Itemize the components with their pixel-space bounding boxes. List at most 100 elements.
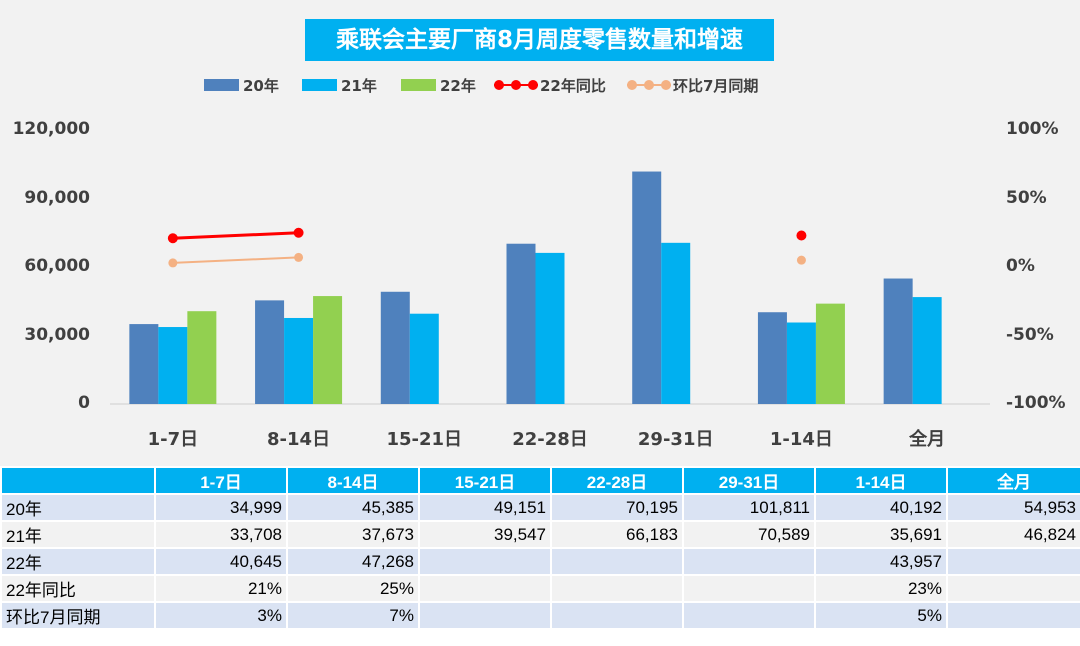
table-cell: 3% <box>154 601 288 630</box>
bar-20-8-14 <box>255 300 285 404</box>
bar-20-29-31 <box>632 171 662 404</box>
table-cell: 35,691 <box>814 520 948 549</box>
table-header-row: 1-7日 8-14日 15-21日 22-28日 29-31日 1-14日 全月 <box>0 466 1080 495</box>
bar-22-1-7 <box>187 311 217 404</box>
table-cell <box>550 547 684 576</box>
table-cell: 23% <box>814 574 948 603</box>
point-mom-8-14 <box>294 252 304 262</box>
bar-22-8-14 <box>313 296 343 404</box>
x-tick-label: 15-21日 <box>386 429 463 450</box>
table-row-label: 20年 <box>0 493 156 522</box>
x-tick-label: 1-7日 <box>147 429 199 450</box>
line-mom-segment-1-7 <box>172 256 299 264</box>
data-table: 1-7日 8-14日 15-21日 22-28日 29-31日 1-14日 全月 20年 34… <box>0 466 1080 630</box>
table-cell <box>418 547 552 576</box>
point-yoy-1-7 <box>167 233 178 244</box>
table-row-label: 21年 <box>0 520 156 549</box>
table-cell <box>946 601 1080 630</box>
table-header-29-31: 29-31日 <box>682 466 816 495</box>
legend-swatch <box>302 79 337 91</box>
table-cell: 25% <box>286 574 420 603</box>
chart-area: 乘联会主要厂商8月周度零售数量和增速 20年 21年 22年 22年同比 环比7月同期 … <box>0 0 1080 466</box>
legend-label: 22年 <box>440 76 476 95</box>
bar-21-29-31 <box>661 242 691 404</box>
legend-item-21: 21年 <box>302 72 377 98</box>
table-cell: 54,953 <box>946 493 1080 522</box>
bar-21-8-14 <box>284 317 314 404</box>
legend-item-20: 20年 <box>204 72 279 98</box>
table-cell <box>550 574 684 603</box>
table-cell: 21% <box>154 574 288 603</box>
table-cell: 39,547 <box>418 520 552 549</box>
legend-swatch <box>204 79 239 91</box>
table-row: 20年 34,999 45,385 49,151 70,195 101,811 40,192… <box>0 493 1080 522</box>
table-cell: 37,673 <box>286 520 420 549</box>
table-row-label: 22年同比 <box>0 574 156 603</box>
table-cell: 43,957 <box>814 547 948 576</box>
table-row: 22年 40,645 47,268 43,957 <box>0 547 1080 576</box>
table-cell <box>418 601 552 630</box>
bar-21-22-28 <box>535 252 565 404</box>
table-cell <box>682 601 816 630</box>
y2-tick-label: 100% <box>1006 119 1059 139</box>
legend-item-yoy: 22年同比 <box>494 72 606 98</box>
table-cell: 70,589 <box>682 520 816 549</box>
y-tick-label: 60,000 <box>24 256 90 276</box>
table-row: 21年 33,708 37,673 39,547 66,183 70,589 35,691 4… <box>0 520 1080 549</box>
legend-line-marker <box>627 78 671 92</box>
table-cell: 34,999 <box>154 493 288 522</box>
bar-20-1-14 <box>757 312 787 404</box>
table-cell: 47,268 <box>286 547 420 576</box>
table-cell: 40,645 <box>154 547 288 576</box>
table-header-full-month: 全月 <box>946 466 1080 495</box>
table-cell: 49,151 <box>418 493 552 522</box>
table-cell <box>946 547 1080 576</box>
table-cell: 7% <box>286 601 420 630</box>
x-tick-label: 1-14日 <box>769 429 833 450</box>
y2-tick-label: 50% <box>1006 187 1047 208</box>
y-tick-label: 120,000 <box>12 119 90 139</box>
y-tick-label: 90,000 <box>24 187 90 208</box>
table-header-8-14: 8-14日 <box>286 466 420 495</box>
table-header-1-14: 1-14日 <box>814 466 948 495</box>
legend: 20年 21年 22年 22年同比 环比7月同期 <box>0 72 1080 98</box>
table-cell: 33,708 <box>154 520 288 549</box>
table-corner-cell <box>0 466 156 495</box>
bar-21-full-month <box>912 297 942 404</box>
bar-21-1-7 <box>158 327 188 404</box>
table-cell <box>946 574 1080 603</box>
legend-item-22: 22年 <box>401 72 476 98</box>
x-tick-label: 8-14日 <box>267 429 331 450</box>
y-tick-label: 30,000 <box>24 324 90 345</box>
point-yoy-8-14 <box>293 227 304 238</box>
table-cell: 101,811 <box>682 493 816 522</box>
point-mom-1-14 <box>796 255 806 265</box>
table-cell <box>418 574 552 603</box>
table-row-label: 22年 <box>0 547 156 576</box>
point-yoy-1-14 <box>796 230 807 241</box>
bar-21-15-21 <box>409 313 439 404</box>
bar-20-full-month <box>883 278 913 404</box>
bar-20-1-7 <box>129 324 159 404</box>
table-header-22-28: 22-28日 <box>550 466 684 495</box>
y2-tick-label: 0% <box>1006 256 1035 276</box>
legend-swatch <box>401 79 436 91</box>
legend-label: 环比7月同期 <box>673 76 759 95</box>
table-row: 22年同比 21% 25% 23% <box>0 574 1080 603</box>
table-cell: 46,824 <box>946 520 1080 549</box>
table-cell <box>550 601 684 630</box>
table-body: 20年 34,999 45,385 49,151 70,195 101,811 40,192… <box>0 493 1080 630</box>
line-yoy-segment-1-7 <box>172 231 299 240</box>
legend-label: 22年同比 <box>540 76 606 95</box>
table-cell: 70,195 <box>550 493 684 522</box>
table-cell <box>682 547 816 576</box>
table-header-15-21: 15-21日 <box>418 466 552 495</box>
point-mom-1-7 <box>168 258 178 268</box>
x-tick-label: 全月 <box>909 429 946 450</box>
table-cell: 40,192 <box>814 493 948 522</box>
table-header-1-7: 1-7日 <box>154 466 288 495</box>
bar-22-1-14 <box>815 303 845 404</box>
legend-item-mom: 环比7月同期 <box>627 72 758 98</box>
y2-tick-label: -50% <box>1006 324 1054 345</box>
legend-label: 20年 <box>243 76 279 95</box>
